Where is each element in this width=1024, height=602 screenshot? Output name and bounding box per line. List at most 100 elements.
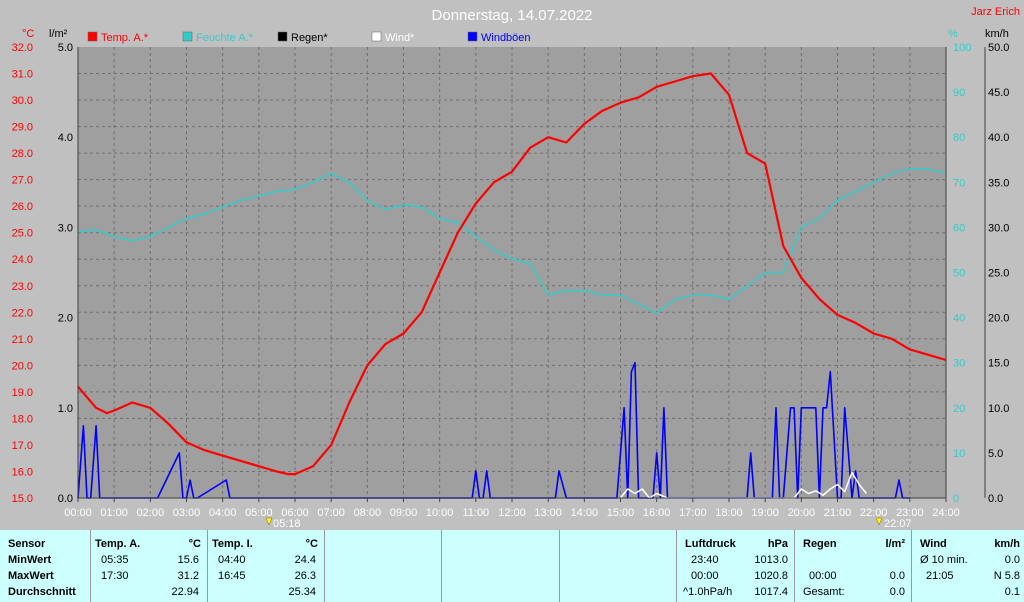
wind-tick-label: 45.0 xyxy=(988,87,1009,99)
humidity-tick-label: 80 xyxy=(953,132,965,144)
temp-tick-label: 27.0 xyxy=(12,175,33,187)
x-tick-label: 23:00 xyxy=(896,507,924,519)
wind-tick-label: 0.0 xyxy=(988,493,1003,505)
sensor-header: Sensor xyxy=(8,538,46,550)
x-tick-label: 00:00 xyxy=(64,507,92,519)
pressure-header: Luftdruck xyxy=(685,538,736,550)
empty-column-1 xyxy=(324,530,441,602)
sun-markers: 05:18 22:07 xyxy=(265,517,912,530)
rain-tick-label: 4.0 xyxy=(58,132,73,144)
wind-column: Wind km/h Ø 10 min. 0.0 21:05 N 5.8 0.1 xyxy=(911,530,1024,602)
wind-tick-label: 20.0 xyxy=(988,313,1009,325)
rain-unit-label: l/m² xyxy=(49,28,68,40)
wind-max-time: 21:05 xyxy=(926,570,954,582)
pressure-max-time: 00:00 xyxy=(691,570,719,582)
x-tick-label: 02:00 xyxy=(137,507,165,519)
humidity-tick-label: 90 xyxy=(953,87,965,99)
x-tick-label: 04:00 xyxy=(209,507,237,519)
x-tick-label: 05:00 xyxy=(245,507,273,519)
legend-swatch xyxy=(182,31,193,42)
x-tick-label: 19:00 xyxy=(751,507,779,519)
chart-legend: Temp. A.* Feuchte A.* Regen* Wind* Windböen xyxy=(87,31,531,44)
temp-tick-label: 19.0 xyxy=(12,387,33,399)
legend-label: Windböen xyxy=(481,32,531,44)
x-tick-label: 03:00 xyxy=(173,507,201,519)
sunset-time: 22:07 xyxy=(884,518,912,530)
humidity-tick-label: 10 xyxy=(953,448,965,460)
wind-unit: km/h xyxy=(994,538,1020,550)
x-tick-label: 11:00 xyxy=(462,507,489,519)
x-tick-label: 18:00 xyxy=(715,507,743,519)
temp-i-min-value: 24.4 xyxy=(294,554,316,566)
empty-column-2 xyxy=(441,530,559,602)
wind-avg-value: 0.0 xyxy=(1004,554,1020,566)
x-tick-label: 08:00 xyxy=(354,507,382,519)
x-tick-label: 09:00 xyxy=(390,507,418,519)
row-label-avg: Durchschnitt xyxy=(8,586,76,598)
humidity-unit-label: % xyxy=(948,28,958,40)
row-label-max: MaxWert xyxy=(8,570,54,582)
legend-swatch xyxy=(277,31,288,42)
wind-max-value: N 5.8 xyxy=(993,570,1020,582)
rain-tick-label: 1.0 xyxy=(58,403,73,415)
temp-tick-label: 18.0 xyxy=(12,413,33,425)
temp-tick-label: 25.0 xyxy=(12,228,33,240)
rain-max-value: 0.0 xyxy=(889,570,905,582)
sunrise-time: 05:18 xyxy=(273,518,301,530)
wind-avg-label: Ø 10 min. xyxy=(920,554,968,566)
row-label-min: MinWert xyxy=(8,554,52,566)
x-tick-label: 24:00 xyxy=(932,507,960,519)
pressure-max-value: 1020.8 xyxy=(754,570,788,582)
series-line-tempa xyxy=(77,72,947,476)
wind-tick-label: 25.0 xyxy=(988,268,1009,280)
rain-tick-label: 5.0 xyxy=(58,42,73,54)
humidity-tick-label: 70 xyxy=(953,177,965,189)
legend-swatch xyxy=(371,31,382,42)
temp-tick-label: 22.0 xyxy=(12,307,33,319)
empty-column-3 xyxy=(559,530,676,602)
temp-a-max-value: 31.2 xyxy=(177,570,199,582)
humidity-tick-label: 50 xyxy=(953,268,965,280)
temp-tick-label: 20.0 xyxy=(12,360,33,372)
humidity-tick-label: 40 xyxy=(953,313,965,325)
rain-tick-label: 3.0 xyxy=(58,222,73,234)
rain-total-value: 0.0 xyxy=(889,586,905,598)
legend-label: Feuchte A.* xyxy=(196,32,254,44)
wind-tick-label: 50.0 xyxy=(988,42,1009,54)
x-tick-label: 01:00 xyxy=(100,507,128,519)
temp-a-column: Temp. A. °C 05:35 15.6 17:30 31.2 22.94 xyxy=(90,530,207,602)
temp-a-avg-value: 22.94 xyxy=(171,586,199,598)
rain-column: Regen l/m² 00:00 0.0 Gesamt: 0.0 xyxy=(794,530,911,602)
chart-title: Donnerstag, 14.07.2022 xyxy=(432,7,593,24)
wind-header: Wind xyxy=(920,538,947,550)
x-tick-label: 15:00 xyxy=(607,507,635,519)
temp-i-header: Temp. I. xyxy=(212,538,253,550)
wind-tick-label: 10.0 xyxy=(988,403,1009,415)
temp-tick-label: 30.0 xyxy=(12,95,33,107)
series-line-feuchtea xyxy=(77,168,947,314)
grid-lines xyxy=(78,47,946,498)
temp-tick-label: 23.0 xyxy=(12,281,33,293)
temp-tick-label: 15.0 xyxy=(12,493,33,505)
temp-tick-label: 24.0 xyxy=(12,254,33,266)
legend-label: Temp. A.* xyxy=(101,32,149,44)
rain-header: Regen xyxy=(803,538,837,550)
pressure-min-value: 1013.0 xyxy=(754,554,788,566)
x-tick-label: 06:00 xyxy=(281,507,309,519)
temp-a-min-time: 05:35 xyxy=(101,554,129,566)
x-tick-label: 12:00 xyxy=(498,507,526,519)
pressure-unit: hPa xyxy=(767,538,788,550)
weather-chart: 00:00 01:00 02:00 03:00 04:00 05:00 06:00 07:00… xyxy=(12,6,1020,530)
wind-tick-label: 30.0 xyxy=(988,222,1009,234)
axes-layer: 00:00 01:00 02:00 03:00 04:00 05:00 06:00 07:00… xyxy=(12,42,1010,519)
pressure-avg-value: 1017.4 xyxy=(754,586,788,598)
temp-tick-label: 16.0 xyxy=(12,466,33,478)
humidity-tick-label: 30 xyxy=(953,358,965,370)
rain-tick-label: 2.0 xyxy=(58,313,73,325)
temp-unit-label: °C xyxy=(22,28,34,40)
rain-max-time: 00:00 xyxy=(809,570,837,582)
wind-unit-label: km/h xyxy=(985,28,1009,40)
pressure-min-time: 23:40 xyxy=(691,554,719,566)
wind-tick-label: 5.0 xyxy=(988,448,1003,460)
x-tick-label: 16:00 xyxy=(643,507,671,519)
